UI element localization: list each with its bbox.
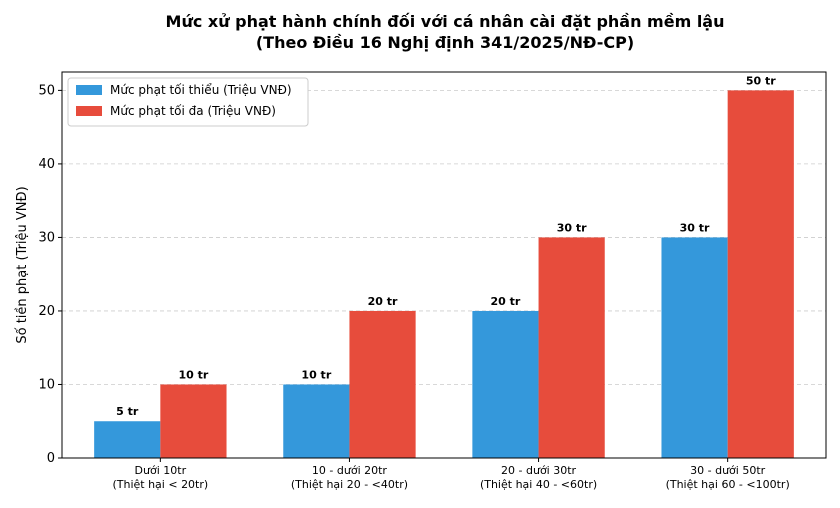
y-tick-label: 0 [47,451,55,466]
plot-frame [61,71,827,459]
x-tick-label: (Thiệt hại 40 - <60tr) [480,478,597,491]
y-tick-label: 30 [38,230,55,245]
y-tick-label: 50 [38,83,55,98]
legend-label: Mức phạt tối đa (Triệu VNĐ) [110,104,276,118]
x-tick-label: (Thiệt hại 20 - <40tr) [291,478,408,491]
chart-title: Mức xử phạt hành chính đối với cá nhân c… [166,12,725,31]
legend-swatch [76,85,102,95]
bar [727,90,794,458]
x-tick-label: 20 - dưới 30tr [501,464,577,477]
bar [349,310,416,458]
chart-title: (Theo Điều 16 Nghị định 341/2025/NĐ-CP) [256,33,634,52]
y-axis-label: Số tiền phạt (Triệu VNĐ) [15,186,30,343]
x-tick-label: (Thiệt hại < 20tr) [112,478,208,491]
bar [472,310,539,458]
y-tick-label: 10 [38,377,55,392]
value-label: 10 tr [179,368,209,381]
value-label: 30 tr [680,221,710,234]
legend-label: Mức phạt tối thiểu (Triệu VNĐ) [110,83,292,97]
value-label: 5 tr [116,405,139,418]
bar [94,421,161,458]
legend-box [67,77,309,127]
bar [160,384,227,458]
x-tick-label: (Thiệt hại 60 - <100tr) [666,478,790,491]
x-tick-label: Dưới 10tr [135,464,187,477]
bar [283,384,350,458]
bar [661,237,728,458]
legend-swatch [76,106,102,116]
value-label: 10 tr [301,368,331,381]
x-tick-label: 10 - dưới 20tr [312,464,388,477]
value-label: 20 tr [491,295,521,308]
y-tick-label: 20 [38,304,55,319]
y-tick-label: 40 [38,157,55,172]
value-label: 50 tr [746,74,776,87]
x-tick-label: 30 - dưới 50tr [690,464,766,477]
bar [538,237,605,458]
value-label: 30 tr [557,221,587,234]
value-label: 20 tr [368,295,398,308]
